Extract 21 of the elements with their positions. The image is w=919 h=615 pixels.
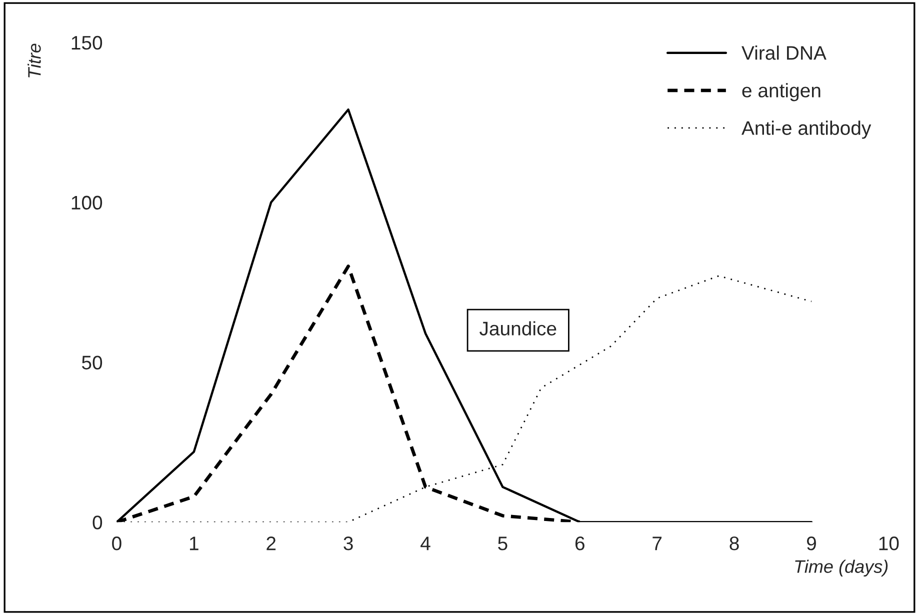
- x-tick-label: 4: [420, 536, 430, 550]
- x-tick-label: 7: [652, 536, 662, 550]
- y-tick-label: 100: [72, 196, 102, 210]
- x-tick-label: 1: [190, 536, 198, 550]
- x-tick-label: 0: [112, 536, 122, 550]
- x-tick-label: 6: [575, 536, 584, 550]
- x-axis-title: Time (days): [795, 560, 888, 577]
- annotation: Jaundice: [480, 321, 556, 336]
- x-tick-label: 10: [879, 536, 899, 550]
- x-tick-label: 9: [806, 536, 816, 550]
- x-tick-label: 2: [266, 536, 276, 550]
- legend-label: Anti-e antibody: [742, 120, 872, 139]
- legend-label: Viral DNA: [742, 46, 826, 60]
- y-tick-label: 0: [92, 516, 102, 530]
- y-tick-label: 150: [72, 36, 102, 50]
- y-tick-label: 50: [82, 356, 102, 370]
- y-axis-title: Titre: [28, 44, 41, 78]
- x-tick-label: 5: [498, 536, 508, 550]
- x-tick-label: 3: [344, 536, 353, 550]
- x-tick-label: 8: [730, 536, 739, 550]
- legend-label: e antigen: [742, 83, 820, 102]
